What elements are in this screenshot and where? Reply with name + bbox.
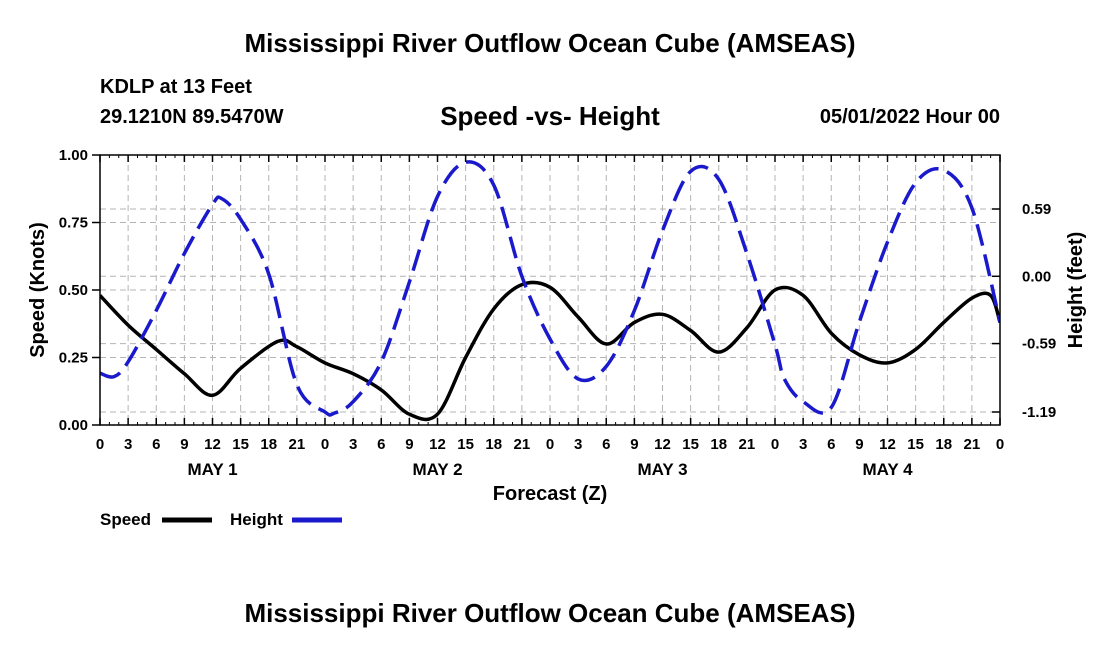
y-tick-label: 0.25 xyxy=(59,350,88,367)
x-tick-label: 18 xyxy=(260,436,277,453)
x-tick-label: 3 xyxy=(349,436,357,453)
legend-height-label: Height xyxy=(230,510,283,529)
x-tick-label: 3 xyxy=(799,436,807,453)
x-tick-label: 12 xyxy=(654,436,671,453)
chart-main-title: Mississippi River Outflow Ocean Cube (AM… xyxy=(244,28,856,58)
x-tick-label: 12 xyxy=(879,436,896,453)
legend: Speed Height xyxy=(100,510,342,529)
grid-lines xyxy=(100,155,1000,425)
x-tick-label: 12 xyxy=(429,436,446,453)
y2-tick-label: -0.59 xyxy=(1022,336,1056,353)
x-tick-label: 12 xyxy=(204,436,221,453)
x-tick-label: 6 xyxy=(602,436,610,453)
legend-speed-label: Speed xyxy=(100,510,151,529)
forecast-datetime: 05/01/2022 Hour 00 xyxy=(819,106,1000,128)
x-tick-label: 9 xyxy=(405,436,413,453)
axis-ticks xyxy=(92,154,1001,426)
x-tick-label: 6 xyxy=(152,436,160,453)
y-axis-title: Speed (Knots) xyxy=(27,222,49,358)
x-tick-label: 0 xyxy=(96,436,104,453)
x-axis-title: Forecast (Z) xyxy=(493,483,607,505)
y-tick-label: 0.50 xyxy=(59,282,88,299)
x-tick-label: 21 xyxy=(739,436,756,453)
x-tick-label: 15 xyxy=(232,436,249,453)
x-tick-label: 0 xyxy=(996,436,1004,453)
x-tick-label: 6 xyxy=(377,436,385,453)
x-tick-label: 9 xyxy=(180,436,188,453)
x-tick-label: 0 xyxy=(546,436,554,453)
y-tick-label: 0.00 xyxy=(59,417,88,434)
day-label: MAY 3 xyxy=(637,460,687,479)
footer-title: Mississippi River Outflow Ocean Cube (AM… xyxy=(244,598,856,628)
x-tick-label: 21 xyxy=(514,436,531,453)
axis-labels: 0 3 6 9 12 15 18 21 0 3 6 9 12 15 18 21 0 3 6 9 12 15 18 21 0 3 6 9… xyxy=(59,147,1056,479)
y2-tick-label: 0.00 xyxy=(1022,268,1051,285)
y-tick-label: 0.75 xyxy=(59,215,88,232)
station-label: KDLP at 13 Feet xyxy=(100,76,252,98)
series-lines xyxy=(100,160,1000,422)
x-tick-label: 9 xyxy=(855,436,863,453)
x-tick-label: 6 xyxy=(827,436,835,453)
x-tick-label: 15 xyxy=(907,436,924,453)
x-tick-label: 3 xyxy=(574,436,582,453)
station-coordinates: 29.1210N 89.5470W xyxy=(100,106,284,128)
x-tick-label: 18 xyxy=(485,436,502,453)
day-label: MAY 1 xyxy=(187,460,237,479)
x-tick-label: 21 xyxy=(964,436,981,453)
y-tick-label: 1.00 xyxy=(59,147,88,164)
x-tick-label: 18 xyxy=(935,436,952,453)
y2-tick-label: 0.59 xyxy=(1022,201,1051,218)
x-tick-label: 18 xyxy=(710,436,727,453)
x-tick-label: 21 xyxy=(289,436,306,453)
day-label: MAY 4 xyxy=(862,460,913,479)
y2-tick-label: -1.19 xyxy=(1022,404,1056,421)
height-series-line xyxy=(100,160,1000,417)
x-tick-label: 15 xyxy=(682,436,699,453)
x-tick-label: 0 xyxy=(771,436,779,453)
day-label: MAY 2 xyxy=(412,460,462,479)
chart-subtitle: Speed -vs- Height xyxy=(440,101,660,131)
speed-series-line xyxy=(100,280,1000,422)
x-tick-label: 3 xyxy=(124,436,132,453)
y2-axis-title: Height (feet) xyxy=(1065,232,1087,349)
x-tick-label: 9 xyxy=(630,436,638,453)
x-tick-label: 15 xyxy=(457,436,474,453)
x-tick-label: 0 xyxy=(321,436,329,453)
